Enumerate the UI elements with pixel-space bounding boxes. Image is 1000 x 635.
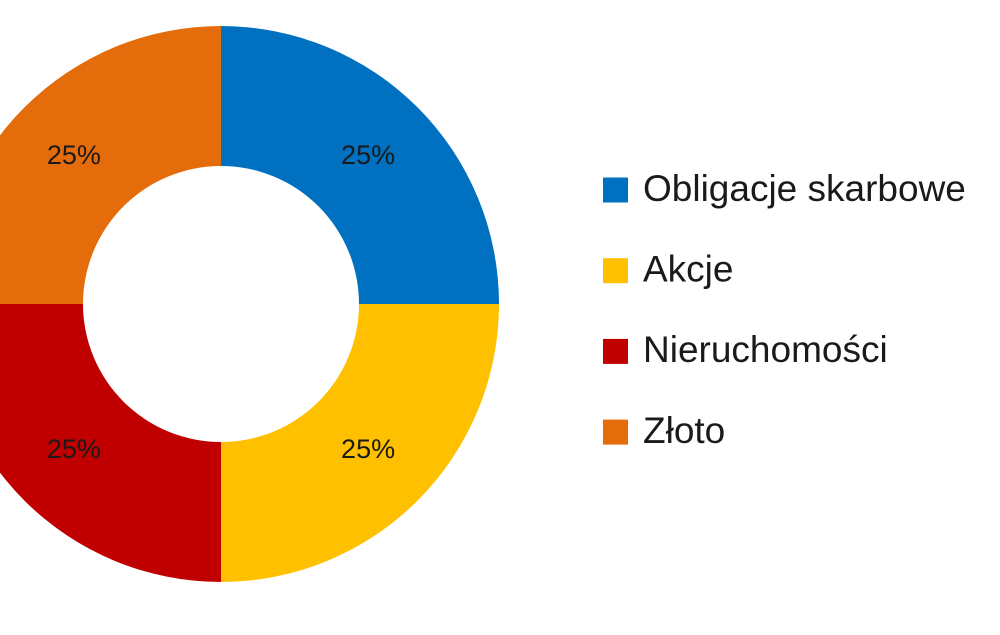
legend-label: Złoto bbox=[643, 410, 725, 451]
data-label: 25% bbox=[47, 434, 101, 464]
donut-slice bbox=[221, 304, 499, 582]
legend-swatch bbox=[603, 338, 628, 364]
legend-label: Akcje bbox=[643, 248, 733, 289]
donut-slice bbox=[0, 304, 221, 582]
legend-swatch bbox=[603, 419, 628, 445]
data-label: 25% bbox=[47, 140, 101, 170]
legend-swatch bbox=[603, 258, 628, 284]
data-label: 25% bbox=[341, 140, 395, 170]
donut-slice bbox=[0, 26, 221, 304]
legend-swatch bbox=[603, 177, 628, 203]
donut-slice bbox=[221, 26, 499, 304]
legend-label: Nieruchomości bbox=[643, 329, 888, 370]
data-label: 25% bbox=[341, 434, 395, 464]
legend-label: Obligacje skarbowe bbox=[643, 168, 966, 209]
